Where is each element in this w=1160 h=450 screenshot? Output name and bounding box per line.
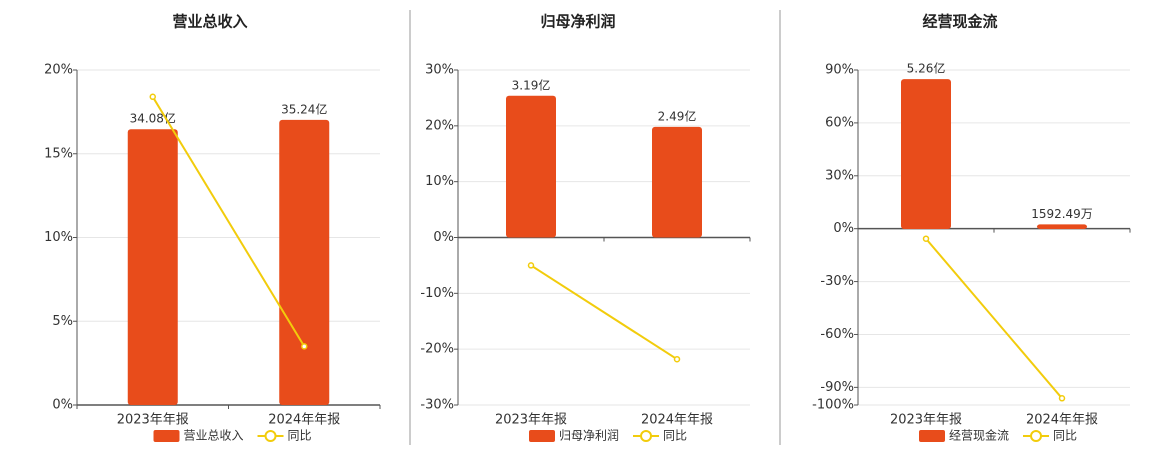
- y-tick-label: -100%: [812, 398, 854, 413]
- bar: [506, 95, 556, 238]
- x-tick-label: 2024年年报: [641, 413, 713, 428]
- y-tick-label: 60%: [825, 115, 854, 130]
- y-tick-label: 10%: [44, 230, 73, 245]
- legend-swatch: [153, 430, 180, 442]
- x-tick-label: 2023年年报: [890, 413, 962, 428]
- legend-label: 同比: [1053, 429, 1077, 443]
- legend-label: 同比: [663, 429, 687, 443]
- bar: [901, 79, 951, 229]
- y-tick-label: 30%: [425, 63, 454, 78]
- legend-swatch: [919, 430, 945, 442]
- legend-swatch: [264, 430, 277, 442]
- legend-label: 营业总收入: [184, 429, 244, 443]
- bar: [652, 126, 702, 238]
- line: [925, 238, 1063, 399]
- bar: [127, 129, 178, 406]
- point: [527, 262, 535, 269]
- value-label: 1592.49万: [1031, 207, 1093, 221]
- y-tick-label: -30%: [820, 274, 854, 289]
- y-tick-label: 0%: [833, 221, 854, 236]
- y-tick-label: 0%: [433, 230, 454, 245]
- line: [530, 264, 678, 361]
- y-tick-label: 20%: [44, 63, 73, 78]
- point: [922, 235, 930, 242]
- x-tick-label: 2023年年报: [117, 413, 189, 428]
- point: [673, 355, 681, 363]
- chart-title: 营业总收入: [172, 13, 247, 31]
- y-tick-label: -20%: [420, 342, 454, 357]
- point: [1058, 395, 1066, 402]
- bar: [1037, 224, 1087, 229]
- point: [149, 93, 156, 101]
- y-tick-label: 5%: [52, 314, 73, 329]
- x-tick-label: 2024年年报: [268, 413, 340, 428]
- y-tick-label: 90%: [825, 63, 854, 78]
- y-tick-label: -30%: [420, 398, 454, 413]
- y-tick-label: 15%: [44, 146, 73, 161]
- point: [301, 343, 308, 350]
- x-tick-label: 2023年年报: [495, 413, 567, 428]
- chart-title: 经营现金流: [922, 13, 997, 31]
- bar: [279, 119, 330, 406]
- y-tick-label: 30%: [825, 168, 854, 183]
- legend-label: 经营现金流: [949, 428, 1009, 443]
- value-label: 5.26亿: [907, 61, 946, 76]
- legend-label: 归母净利润: [559, 429, 619, 443]
- line: [151, 96, 306, 347]
- y-tick-label: -10%: [420, 286, 454, 301]
- legend-label: 同比: [288, 429, 312, 443]
- y-tick-label: 20%: [425, 118, 454, 133]
- y-tick-label: -90%: [820, 380, 854, 395]
- chart-title: 归母净利润: [540, 13, 615, 31]
- legend-swatch: [640, 430, 653, 442]
- legend-swatch: [529, 430, 555, 442]
- y-tick-label: 10%: [425, 174, 454, 189]
- legend-swatch: [1030, 430, 1043, 442]
- value-label: 3.19亿: [512, 77, 551, 92]
- y-tick-label: -60%: [820, 327, 854, 342]
- value-label: 2.49亿: [658, 108, 697, 123]
- x-tick-label: 2024年年报: [1026, 413, 1098, 428]
- y-tick-label: 0%: [52, 398, 73, 413]
- value-label: 35.24亿: [281, 101, 327, 116]
